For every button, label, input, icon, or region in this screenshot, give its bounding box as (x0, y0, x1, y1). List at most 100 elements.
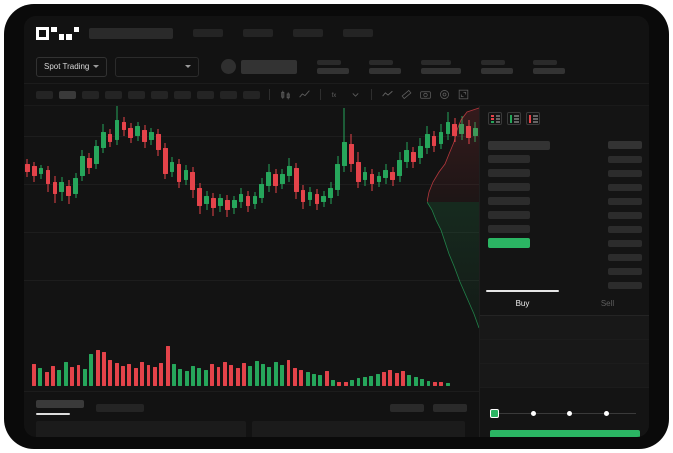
candlestick-chart-icon[interactable] (279, 88, 292, 101)
orderbook-row[interactable] (488, 236, 642, 250)
orderbook-row[interactable] (488, 278, 642, 292)
line-chart-icon[interactable] (298, 88, 311, 101)
nav-item-4[interactable] (343, 29, 373, 37)
indicators-icon[interactable]: fx (330, 88, 343, 101)
logo-o-glyph (36, 26, 49, 40)
order-form-row-3[interactable] (480, 364, 649, 388)
candle (238, 106, 244, 306)
volume-bar (140, 362, 145, 386)
bottom-tab-1[interactable] (36, 400, 84, 415)
orderbook-rows[interactable] (480, 134, 649, 320)
orderbook-amount (608, 211, 642, 219)
bottom-tab-2[interactable] (96, 403, 144, 412)
candle (286, 106, 292, 306)
order-form-row-2[interactable] (480, 340, 649, 364)
logo-x-glyph (66, 26, 79, 40)
timeframe-button-6[interactable] (151, 90, 168, 99)
trading-pair-selector[interactable] (115, 56, 200, 77)
bottom-action-1[interactable] (390, 403, 424, 412)
bottom-panel-right[interactable] (252, 421, 465, 437)
active-tab-underline (36, 413, 70, 415)
candle (252, 106, 258, 306)
slider-handle-icon[interactable] (490, 408, 499, 418)
candle (128, 106, 134, 306)
candle (162, 106, 168, 306)
bottom-action-2[interactable] (433, 403, 467, 412)
slider-stop-2[interactable] (567, 410, 572, 416)
volume-bar (299, 370, 304, 386)
candle (438, 106, 444, 306)
order-form-row-1[interactable] (480, 316, 649, 340)
orderbook-amount (608, 281, 642, 289)
volume-bar (178, 369, 183, 386)
bottom-tab-row (36, 400, 467, 415)
slider-stop-3[interactable] (603, 410, 609, 416)
orderbook-row[interactable] (488, 180, 642, 194)
timeframe-button-5[interactable] (128, 90, 145, 99)
candle (107, 106, 113, 306)
submit-order-button[interactable] (490, 430, 640, 437)
orderbook-amount (608, 183, 642, 191)
orderbook-row[interactable] (488, 194, 642, 208)
timeframe-button-9[interactable] (220, 90, 237, 99)
camera-icon[interactable] (419, 88, 432, 101)
slider-stop-1[interactable] (530, 410, 536, 416)
volume-bar (312, 374, 316, 386)
okx-logo-icon[interactable] (36, 26, 79, 40)
orderbook-row[interactable] (488, 250, 642, 264)
volume-bar (382, 372, 386, 386)
orderbook-row[interactable] (488, 152, 642, 166)
volume-bar (426, 381, 431, 386)
bottom-panel-left[interactable] (36, 421, 246, 437)
search-input[interactable] (89, 27, 173, 39)
timeframe-button-1[interactable] (36, 90, 53, 99)
stat-1 (317, 59, 350, 74)
tab-buy-label: Buy (515, 299, 530, 308)
candle (100, 106, 106, 306)
candle (142, 106, 147, 306)
market-type-selector[interactable]: Spot Trading (36, 56, 108, 77)
stat-5 (533, 59, 566, 74)
settings-gear-icon[interactable] (438, 88, 451, 101)
amount-slider[interactable] (480, 403, 649, 423)
timeframe-button-8[interactable] (197, 90, 214, 99)
volume-bar (121, 366, 126, 386)
tab-sell[interactable]: Sell (565, 292, 649, 315)
depth-toggle-both-icon[interactable] (488, 112, 502, 125)
volume-bar (57, 370, 62, 386)
nav-item-1[interactable] (193, 29, 223, 37)
orderbook-row[interactable] (488, 264, 642, 278)
volume-bar (413, 377, 418, 386)
volume-bar (337, 382, 342, 386)
timeframe-button-7[interactable] (174, 90, 191, 99)
volume-bar (127, 364, 132, 386)
candle (411, 106, 416, 306)
depth-toggle-asks-icon[interactable] (526, 112, 540, 125)
candle (335, 106, 340, 306)
volume-series (24, 311, 479, 386)
timeframe-button-2[interactable] (59, 90, 76, 99)
timeframe-button-3[interactable] (82, 90, 99, 99)
chart-type-chevron-icon[interactable] (349, 88, 362, 101)
tab-buy[interactable]: Buy (480, 290, 565, 315)
candle (169, 106, 175, 306)
volume-bar (38, 368, 43, 386)
trend-line-icon[interactable] (381, 88, 394, 101)
volume-bar (388, 370, 393, 386)
timeframe-button-4[interactable] (105, 90, 122, 99)
volume-bar (70, 367, 75, 386)
volume-bar (76, 365, 81, 386)
orderbook-row[interactable] (488, 222, 642, 236)
timeframe-button-10[interactable] (243, 90, 260, 99)
depth-toggle-bids-icon[interactable] (507, 112, 521, 125)
orderbook-row[interactable] (488, 208, 642, 222)
price-chart[interactable] (24, 106, 479, 391)
volume-bar (82, 369, 87, 386)
nav-item-2[interactable] (243, 29, 273, 37)
orderbook-amount (608, 267, 642, 275)
ruler-icon[interactable] (400, 88, 413, 101)
nav-item-3[interactable] (293, 29, 323, 37)
orderbook-row[interactable] (488, 166, 642, 180)
orderbook-row[interactable] (488, 138, 642, 152)
fullscreen-icon[interactable] (457, 88, 470, 101)
